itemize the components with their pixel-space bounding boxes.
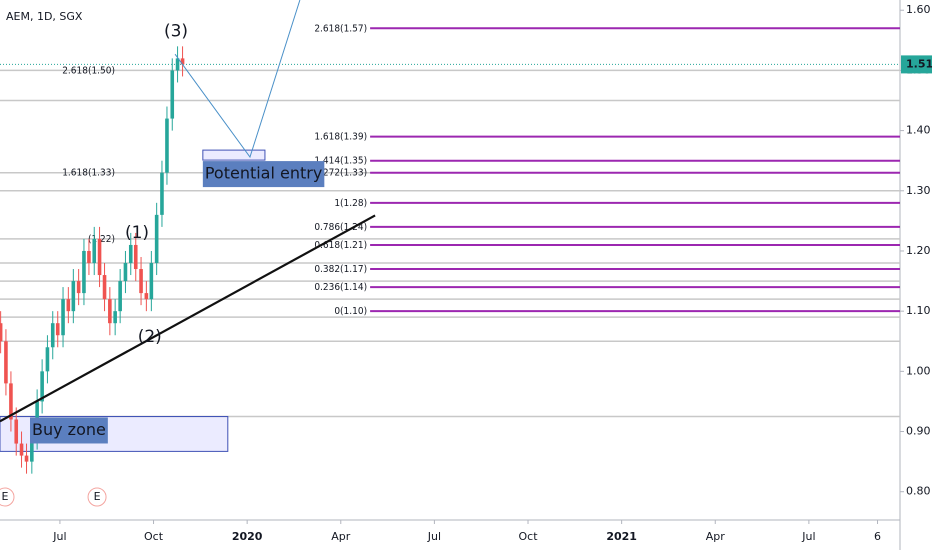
candle-body	[30, 437, 34, 462]
candle-body	[0, 323, 3, 342]
last-price-label: 1.51	[906, 57, 932, 70]
chart-title: AEM, 1D, SGX	[6, 10, 83, 23]
projection-path	[174, 0, 301, 159]
x-tick-label: Jul	[801, 530, 815, 543]
candle-body	[102, 275, 107, 300]
x-tick-label: 2021	[606, 530, 637, 543]
candle-body	[71, 281, 76, 312]
wave-label: (3)	[164, 21, 188, 41]
y-tick-label: 1.20	[906, 244, 931, 257]
candle-body	[55, 323, 60, 336]
earnings-marker	[87, 487, 107, 507]
wave-label: (1)	[125, 223, 149, 243]
candle-body	[165, 118, 169, 173]
candle-body	[50, 323, 55, 348]
candle-body	[144, 293, 149, 300]
earnings-label: E	[94, 490, 101, 503]
candle-body	[170, 70, 175, 119]
candle-body	[149, 263, 154, 300]
trend-line	[0, 214, 376, 423]
fib-level-label: 2.618(1.50)	[62, 65, 115, 76]
candle-body	[61, 299, 65, 336]
x-tick-label: Jul	[52, 530, 66, 543]
fib-level-label: 0.236(1.14)	[314, 282, 367, 293]
last-price-tag	[901, 55, 932, 74]
x-tick-label: Oct	[519, 530, 539, 543]
wave-label: (2)	[138, 327, 162, 347]
earnings-label: E	[2, 490, 9, 503]
candle-body	[118, 281, 122, 312]
candle-body	[108, 299, 112, 324]
fib-level-label: 0.618(1.21)	[314, 240, 367, 251]
candle-body	[133, 244, 138, 270]
x-tick-label: 6	[874, 530, 881, 543]
x-tick-label: Apr	[331, 530, 351, 543]
x-tick-label: Jul	[427, 530, 441, 543]
x-tick-label: 2020	[232, 530, 263, 543]
candle-body	[128, 244, 133, 264]
fib-level-label: 1.272(1.33)	[314, 168, 367, 179]
fib-level-label: 1(1.28)	[334, 198, 367, 209]
candle-body	[45, 347, 50, 372]
candle-body	[24, 455, 29, 462]
fib-level-label: 1.618(1.33)	[62, 168, 115, 179]
y-tick-label: 1.30	[906, 184, 931, 197]
y-tick-label: 1.60	[906, 3, 931, 16]
fib-level-label: 0.786(1.24)	[314, 222, 367, 233]
candle-body	[97, 238, 102, 276]
candle-body	[175, 58, 180, 71]
candle-body	[66, 299, 71, 312]
earnings-marker	[0, 487, 15, 507]
fib-level-label: 0(1.10)	[334, 306, 367, 317]
candle-body	[113, 311, 117, 324]
x-tick-label: Apr	[706, 530, 726, 543]
candle-body	[92, 238, 97, 264]
zone	[202, 149, 266, 161]
candle-body	[139, 269, 143, 294]
fib-level-label: 2.618(1.57)	[314, 23, 367, 34]
candle-body	[76, 281, 81, 294]
fib-level-label: (1.22)	[88, 234, 115, 245]
candle-body	[19, 443, 24, 456]
candle-body	[40, 371, 44, 402]
candle-body	[180, 58, 185, 65]
zone-label: Buy zone	[32, 420, 106, 439]
zone-label-bg	[202, 161, 325, 188]
y-tick-label: 1.00	[906, 364, 931, 377]
x-tick-label: Oct	[144, 530, 164, 543]
candle-body	[154, 214, 159, 264]
y-tick-label: 1.40	[906, 124, 931, 137]
y-tick-label: 1.10	[906, 304, 931, 317]
candle-body	[4, 341, 8, 384]
candle-body	[14, 419, 19, 444]
fib-level-label: 0.382(1.17)	[314, 264, 367, 275]
zone-label-bg	[30, 417, 108, 444]
y-tick-label: 0.80	[906, 485, 931, 498]
candle-body	[82, 250, 86, 294]
fib-level-label: 1.618(1.39)	[314, 132, 367, 143]
candle-body	[9, 383, 13, 420]
zone-label: Potential entry	[205, 164, 322, 183]
fib-level-label: 1.414(1.35)	[314, 156, 367, 167]
y-tick-label: 0.90	[906, 425, 931, 438]
candle-body	[123, 263, 128, 282]
candle-body	[160, 172, 164, 215]
candle-body	[87, 250, 91, 264]
